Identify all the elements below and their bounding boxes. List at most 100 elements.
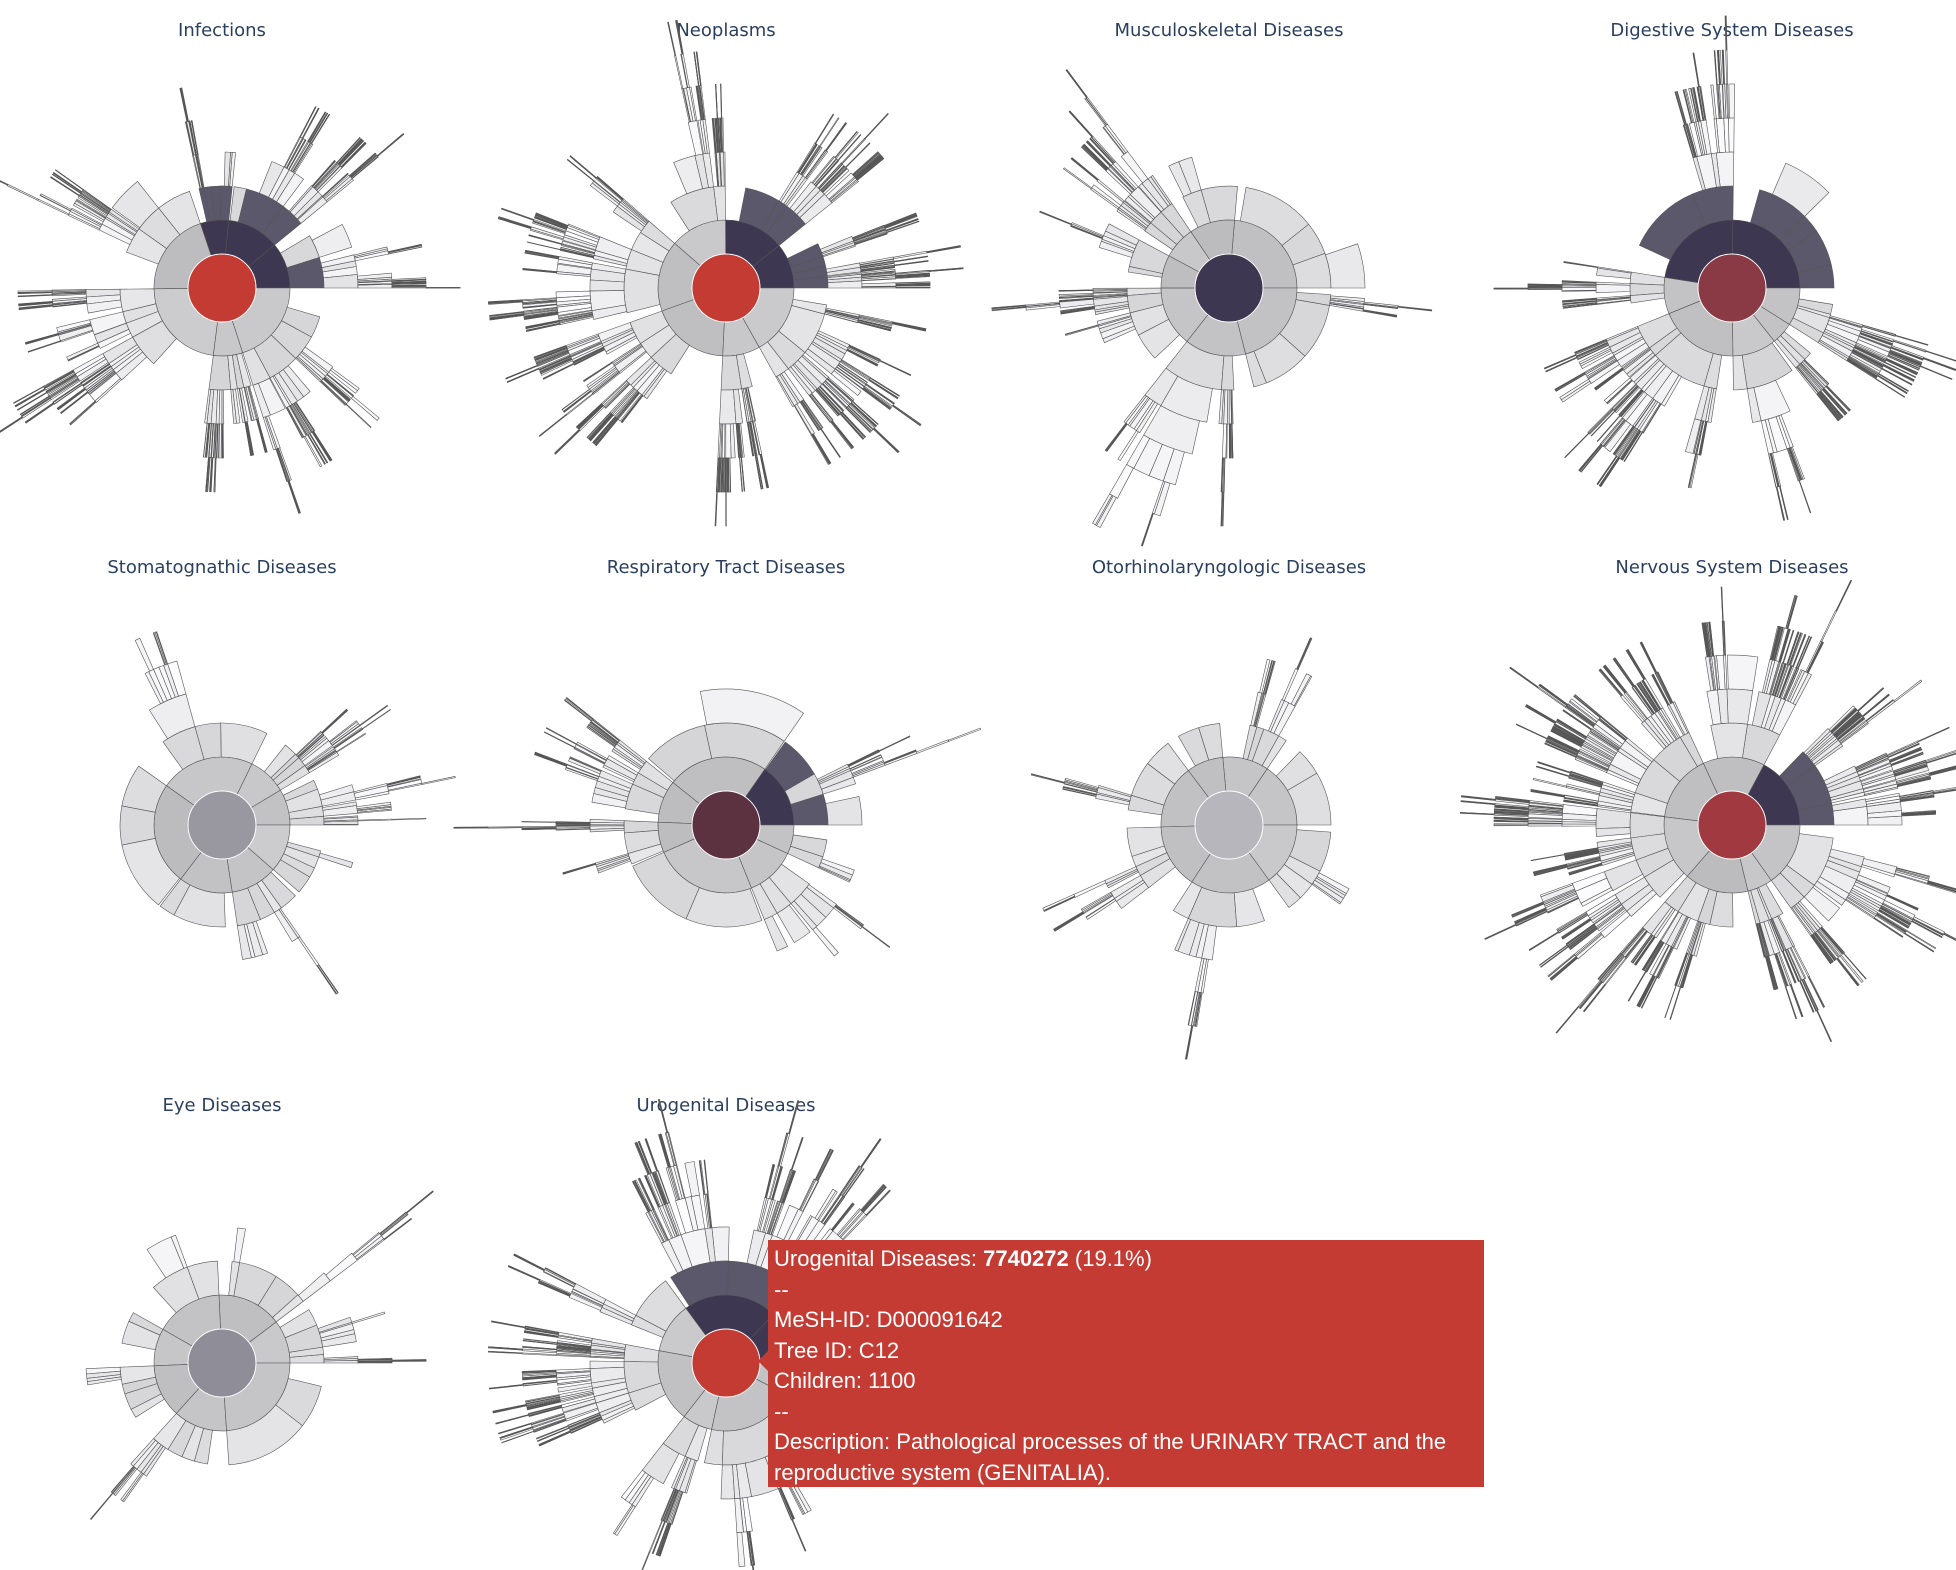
sunburst-segment[interactable] — [1820, 610, 1837, 643]
sunburst-segment[interactable] — [1296, 637, 1311, 670]
sunburst-segment[interactable] — [1710, 722, 1748, 759]
sunburst-segment[interactable] — [1535, 766, 1570, 777]
sunburst-segment[interactable] — [554, 429, 581, 455]
sunburst-segment[interactable] — [916, 739, 950, 754]
sunburst-segment[interactable] — [1856, 687, 1884, 711]
sunburst-segment[interactable] — [522, 269, 558, 274]
sunburst-segment[interactable] — [258, 377, 286, 416]
sunburst-segment[interactable] — [1527, 288, 1563, 290]
sunburst-segment[interactable] — [564, 698, 593, 722]
sunburst-segment[interactable] — [717, 117, 721, 153]
sunburst-segment[interactable] — [1917, 726, 1950, 742]
sunburst-segment[interactable] — [391, 284, 427, 287]
sunburst-segment[interactable] — [883, 749, 917, 763]
sunburst-segment[interactable] — [489, 1384, 524, 1390]
sunburst-segment[interactable] — [1639, 976, 1656, 1008]
sunburst-segment[interactable] — [864, 112, 889, 139]
sunburst-segment[interactable] — [521, 1352, 557, 1356]
panel-eye[interactable]: Eye Diseases — [85, 1095, 434, 1520]
sunburst-segment[interactable] — [67, 345, 100, 362]
sunburst-segment[interactable] — [658, 1523, 671, 1557]
sunburst-segment[interactable] — [1397, 305, 1433, 311]
sunburst-segment[interactable] — [336, 136, 361, 164]
sunburst-segment[interactable] — [350, 154, 377, 178]
sunburst-segment[interactable] — [322, 172, 349, 197]
sunburst-segment[interactable] — [223, 151, 231, 187]
sunburst-segment[interactable] — [693, 52, 699, 86]
sunburst-segment[interactable] — [1728, 83, 1735, 119]
sunburst-segment[interactable] — [894, 274, 930, 278]
sunburst-segment[interactable] — [310, 113, 330, 144]
sunburst-segment[interactable] — [218, 423, 222, 459]
sunburst-segment[interactable] — [353, 246, 388, 258]
panel-musculoskeletal[interactable]: Musculoskeletal Diseases — [991, 20, 1433, 547]
sunburst-segment[interactable] — [522, 300, 557, 305]
sunburst-root[interactable] — [187, 790, 257, 860]
sunburst-segment[interactable] — [1789, 447, 1803, 481]
sunburst-segment[interactable] — [348, 152, 376, 176]
sunburst-segment[interactable] — [697, 119, 706, 155]
sunburst-segment[interactable] — [90, 1492, 114, 1520]
sunburst-segment[interactable] — [565, 697, 594, 720]
sunburst-segment[interactable] — [1629, 271, 1666, 286]
sunburst-segment[interactable] — [860, 262, 895, 269]
sunburst-segment[interactable] — [1090, 187, 1120, 210]
sunburst-segment[interactable] — [1068, 111, 1093, 138]
sunburst-segment[interactable] — [861, 282, 897, 287]
sunburst-segment[interactable] — [13, 385, 45, 404]
sunburst-segment[interactable] — [834, 131, 859, 160]
sunburst-segment[interactable] — [724, 457, 726, 493]
sunburst-segment[interactable] — [1544, 354, 1577, 370]
sunburst-segment[interactable] — [833, 906, 863, 930]
sunburst-segment[interactable] — [534, 753, 567, 767]
sunburst-segment[interactable] — [631, 1181, 649, 1213]
sunburst-segment[interactable] — [0, 417, 23, 437]
sunburst-root[interactable] — [187, 253, 257, 323]
sunburst-segment[interactable] — [1527, 823, 1563, 827]
sunburst-segment[interactable] — [559, 249, 594, 259]
sunburst-segment[interactable] — [53, 384, 83, 405]
sunburst-segment[interactable] — [569, 155, 597, 179]
sunburst-segment[interactable] — [1529, 932, 1560, 951]
sunburst-segment[interactable] — [507, 1266, 540, 1281]
sunburst-segment[interactable] — [488, 301, 523, 305]
sunburst-segment[interactable] — [1692, 52, 1699, 88]
sunburst-segment[interactable] — [719, 389, 737, 425]
sunburst-segment[interactable] — [1674, 91, 1685, 126]
sunburst-segment[interactable] — [1785, 595, 1796, 629]
sunburst-segment[interactable] — [357, 272, 393, 280]
sunburst-segment[interactable] — [864, 384, 895, 407]
sunburst-segment[interactable] — [88, 371, 117, 395]
sunburst-segment[interactable] — [543, 731, 576, 749]
sunburst-segment[interactable] — [545, 727, 577, 745]
sunburst-segment[interactable] — [792, 1518, 807, 1552]
sunburst-segment[interactable] — [673, 155, 703, 195]
sunburst-root[interactable] — [1697, 790, 1767, 860]
sunburst-segment[interactable] — [799, 1178, 817, 1211]
sunburst-segment[interactable] — [704, 1429, 724, 1466]
sunburst-segment[interactable] — [861, 926, 891, 948]
sunburst-segment[interactable] — [500, 1427, 533, 1439]
sunburst-segment[interactable] — [1597, 455, 1618, 486]
sunburst-segment[interactable] — [1073, 880, 1107, 898]
sunburst-segment[interactable] — [695, 51, 701, 86]
sunburst-segment[interactable] — [221, 389, 225, 425]
sunburst-segment[interactable] — [1625, 649, 1645, 681]
sunburst-segment[interactable] — [1689, 453, 1699, 489]
sunburst-segment[interactable] — [835, 904, 865, 926]
sunburst-segment[interactable] — [812, 926, 839, 957]
panel-neoplasms[interactable]: Neoplasms — [488, 20, 964, 527]
sunburst-segment[interactable] — [1362, 309, 1398, 316]
sunburst-segment[interactable] — [736, 1531, 746, 1567]
sunburst-segment[interactable] — [891, 322, 927, 331]
sunburst-segment[interactable] — [1085, 96, 1108, 126]
sunburst-segment[interactable] — [179, 87, 188, 123]
sunburst-segment[interactable] — [0, 170, 9, 186]
sunburst-segment[interactable] — [54, 169, 84, 191]
sunburst-segment[interactable] — [308, 112, 328, 143]
sunburst-segment[interactable] — [574, 744, 607, 764]
sunburst-segment[interactable] — [860, 1137, 881, 1168]
sunburst-segment[interactable] — [854, 154, 882, 178]
sunburst-segment[interactable] — [18, 302, 54, 307]
sunburst-segment[interactable] — [1089, 138, 1114, 165]
